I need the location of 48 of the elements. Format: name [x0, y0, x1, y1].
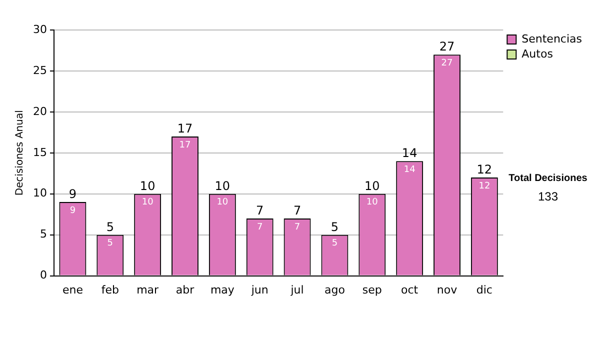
data-label: 10: [216, 198, 228, 208]
y-tick-label: 5: [40, 228, 47, 241]
y-tick-label: 15: [32, 146, 47, 159]
data-label: 14: [404, 164, 416, 175]
data-label: 7: [256, 222, 263, 232]
total-label: 10: [140, 178, 156, 193]
total-label: 17: [177, 122, 193, 136]
x-tick-label: nov: [436, 283, 458, 296]
total-label: 9: [68, 187, 77, 202]
x-tick-label: abr: [176, 283, 195, 296]
data-label: 7: [294, 222, 300, 232]
y-tick-label: 0: [40, 268, 47, 282]
y-axis-title: Decisiones Anual: [14, 110, 26, 196]
x-tick-label: feb: [101, 283, 119, 296]
total-label: 10: [364, 178, 380, 193]
x-tick-label: ene: [62, 283, 84, 296]
total-label: 5: [106, 220, 114, 234]
x-tick-label: jun: [250, 283, 268, 296]
x-tick-label: may: [210, 283, 235, 296]
x-tick-label: mar: [136, 283, 160, 296]
text: 133: [538, 189, 558, 204]
legend-label: Autos: [522, 47, 554, 60]
total-label: 12: [476, 162, 492, 177]
data-label: 27: [441, 58, 453, 68]
x-tick-label: jul: [290, 283, 304, 296]
y-tick-label: 25: [32, 64, 47, 77]
data-label: 10: [142, 198, 154, 208]
x-tick-label: oct: [401, 283, 419, 296]
total-label: 5: [330, 220, 339, 234]
data-label: 10: [366, 198, 378, 208]
total-label: 7: [293, 204, 302, 218]
total-label: 7: [256, 204, 264, 218]
data-label: 17: [179, 140, 191, 150]
total-label: 14: [402, 146, 418, 160]
data-label: 5: [107, 238, 114, 249]
x-tick-label: ago: [324, 283, 346, 296]
legend-label: Sentencias: [522, 32, 582, 46]
y-tick-label: 30: [32, 22, 47, 36]
total-label: 27: [439, 40, 455, 54]
data-label: 12: [478, 181, 490, 192]
data-label: 5: [332, 238, 338, 249]
total-label: 10: [214, 178, 230, 193]
y-tick-label: 20: [32, 104, 47, 118]
text: Total Decisiones: [508, 172, 588, 184]
data-label: 9: [70, 206, 76, 216]
y-tick-label: 10: [32, 186, 47, 200]
x-tick-label: sep: [362, 283, 382, 296]
x-tick-label: dic: [476, 283, 492, 296]
